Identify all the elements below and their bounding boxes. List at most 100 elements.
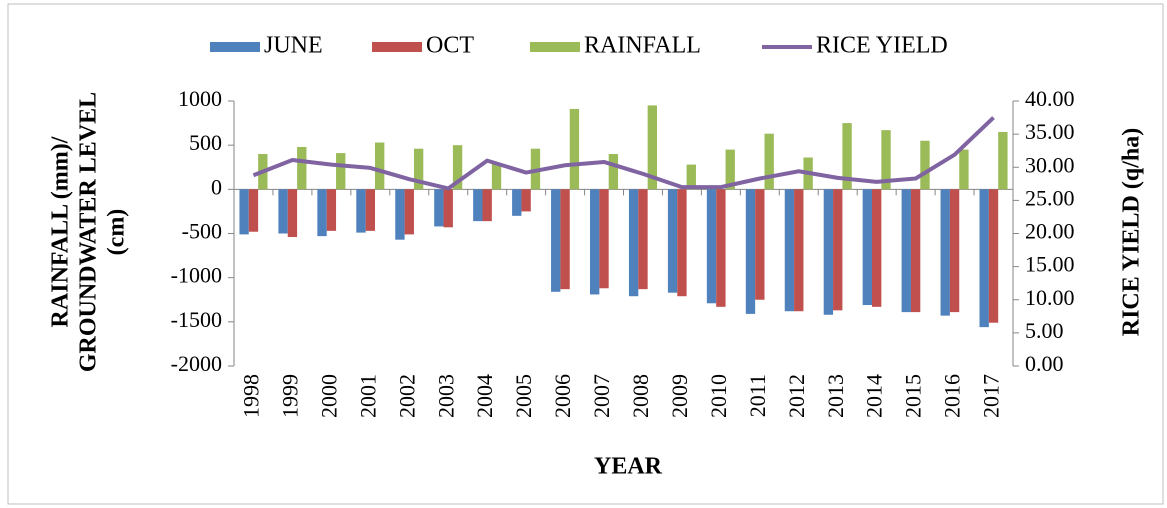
y-tick-label: -1500	[171, 307, 222, 332]
bar	[910, 189, 921, 313]
bar	[569, 108, 580, 190]
bar	[443, 189, 453, 228]
bar	[365, 189, 375, 231]
bar	[638, 189, 648, 290]
bar	[920, 140, 930, 190]
y2-tick-label: 0.00	[1025, 351, 1064, 376]
x-tick-label: 2001	[355, 374, 380, 418]
bar	[297, 146, 307, 190]
bar	[395, 189, 405, 240]
bar	[512, 189, 522, 216]
bar	[755, 189, 765, 300]
bar	[590, 189, 600, 295]
bar	[336, 153, 346, 190]
y2-tick-label: 30.00	[1025, 152, 1075, 177]
bar	[521, 189, 531, 212]
bar	[560, 189, 570, 290]
bar	[988, 189, 999, 323]
x-tick-label: 2013	[823, 374, 848, 418]
bar	[278, 189, 288, 234]
bar	[959, 149, 969, 190]
bar	[551, 189, 561, 292]
legend-label: OCT	[426, 33, 474, 59]
bar	[979, 189, 989, 328]
bar	[842, 123, 852, 190]
x-tick-label: 1998	[239, 374, 264, 418]
y-tick-label: 500	[189, 130, 222, 155]
bar	[794, 189, 804, 312]
x-tick-label: 2007	[589, 374, 614, 418]
legend-label: RAINFALL	[584, 33, 701, 59]
bar	[491, 163, 502, 190]
x-tick-label: 2000	[316, 374, 341, 418]
bar	[833, 189, 843, 311]
y2-tick-label: 40.00	[1025, 86, 1075, 111]
y2-tick-label: 20.00	[1025, 219, 1075, 244]
bar	[647, 105, 657, 190]
bar	[404, 189, 414, 235]
bar	[764, 133, 774, 190]
y-tick-label: 1000	[178, 86, 222, 111]
x-tick-label: 2006	[550, 374, 575, 418]
y2-tick-label: 35.00	[1025, 119, 1075, 144]
y2-axis-title: RICE YIELD (q/ha)	[1119, 128, 1145, 337]
x-tick-label: 2005	[511, 374, 536, 418]
y-tick-label: -1000	[171, 263, 222, 288]
x-tick-label: 2008	[628, 374, 653, 418]
bar	[784, 189, 795, 312]
bar	[725, 149, 735, 190]
y2-tick-label: 15.00	[1025, 252, 1075, 277]
bar	[608, 154, 619, 190]
bar	[745, 189, 756, 314]
legend-label: JUNE	[264, 33, 323, 59]
legend-swatch	[530, 42, 580, 52]
bar	[823, 189, 834, 315]
x-tick-label: 2011	[745, 374, 770, 417]
bar	[716, 189, 726, 307]
y2-tick-label: 5.00	[1025, 318, 1064, 343]
bar	[317, 189, 327, 237]
bar	[862, 189, 873, 306]
bar	[248, 189, 259, 232]
bar	[940, 189, 950, 316]
x-tick-label: 2002	[394, 374, 419, 418]
x-tick-label: 2010	[706, 374, 731, 418]
bar	[677, 189, 687, 297]
legend-swatch	[372, 42, 422, 52]
y-axis-title: GROUNDWATER LEVEL	[76, 92, 102, 372]
bar	[482, 189, 492, 222]
y-tick-label: -2000	[171, 351, 222, 376]
y2-tick-label: 25.00	[1025, 185, 1075, 210]
bar	[881, 130, 891, 190]
y-tick-label: -500	[182, 219, 222, 244]
legend-label: RICE YIELD	[816, 33, 948, 59]
x-tick-label: 2017	[979, 374, 1004, 418]
x-tick-label: 2004	[472, 374, 497, 418]
x-tick-label: 2012	[784, 374, 809, 418]
bar	[356, 189, 366, 233]
x-tick-label: 1999	[277, 374, 302, 418]
bar	[998, 131, 1008, 190]
y-axis-title: (cm)	[104, 209, 130, 256]
x-axis-title: YEAR	[594, 454, 663, 480]
bar	[452, 145, 463, 190]
x-tick-label: 2015	[901, 374, 926, 418]
bar	[599, 189, 609, 289]
x-tick-label: 2009	[667, 374, 692, 418]
bar	[374, 142, 385, 190]
bar	[872, 189, 882, 307]
x-tick-label: 2003	[433, 374, 458, 418]
bar	[287, 189, 298, 238]
bar	[706, 189, 717, 304]
bar	[667, 189, 678, 293]
bar	[326, 189, 337, 231]
line	[252, 116, 995, 191]
bar	[413, 148, 424, 190]
bar	[434, 189, 444, 227]
x-tick-label: 2014	[862, 374, 887, 418]
y-axis-title: RAINFALL (mm)/	[48, 136, 74, 327]
bar	[949, 189, 960, 313]
x-tick-label: 2016	[940, 374, 965, 418]
